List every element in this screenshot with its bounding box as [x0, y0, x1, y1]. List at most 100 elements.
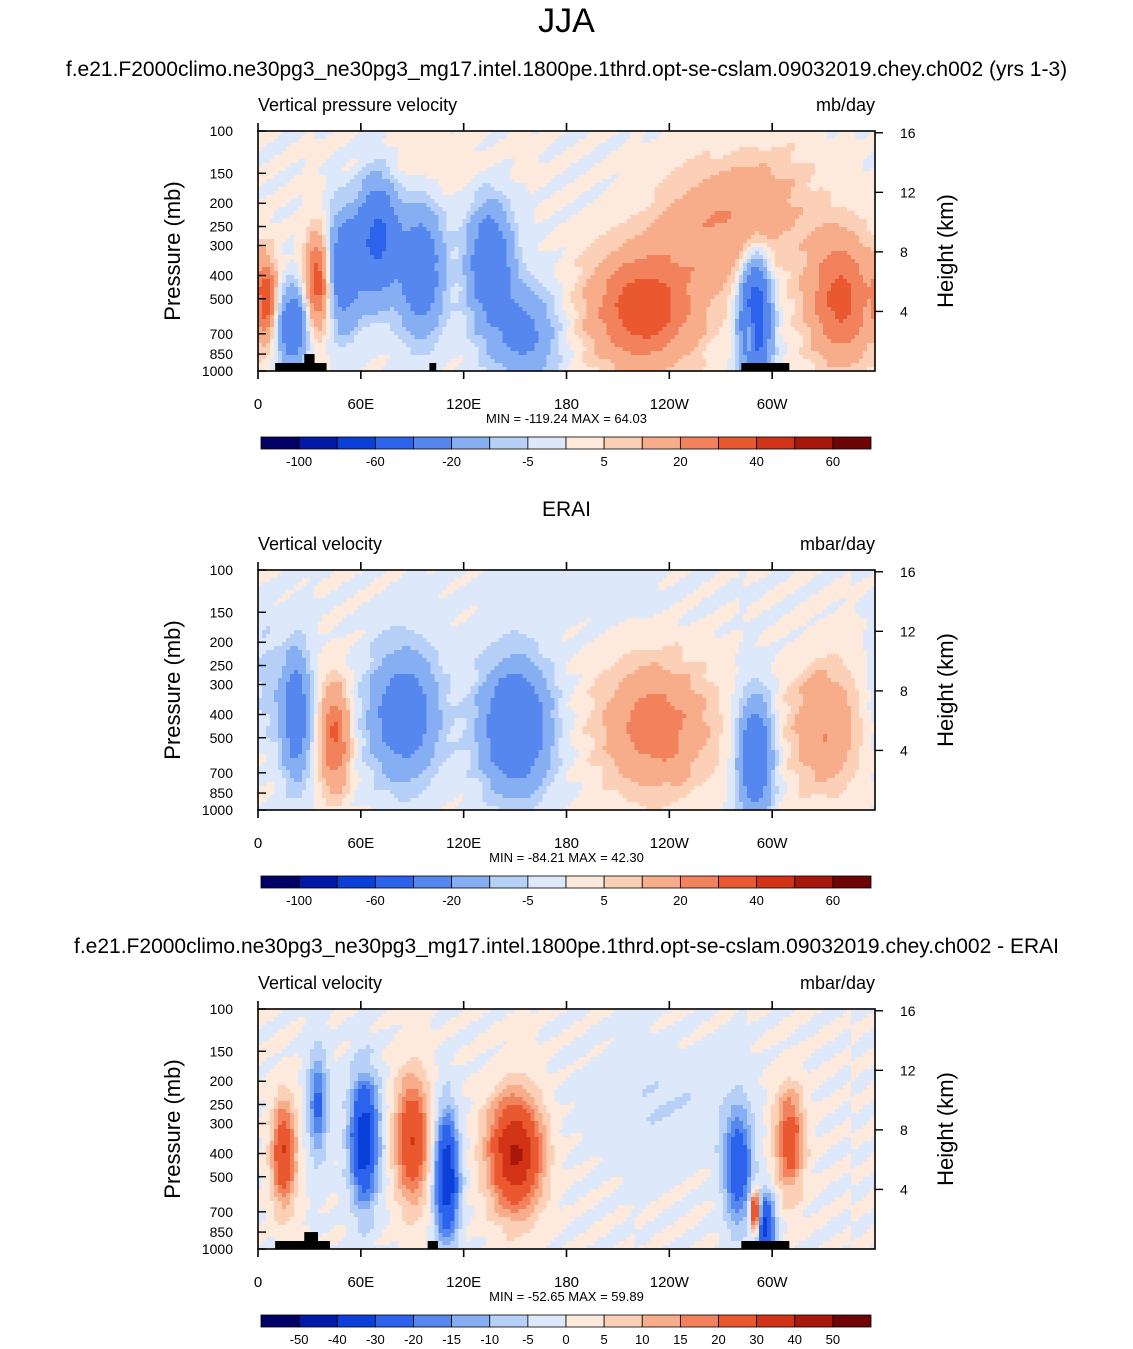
contour-cell — [542, 195, 548, 200]
contour-cell — [430, 179, 435, 184]
contour-cell — [298, 207, 303, 212]
contour-cell — [742, 223, 748, 228]
contour-cell — [710, 191, 716, 196]
contour-cell — [630, 131, 636, 136]
contour-cell — [326, 187, 331, 192]
contour-cell — [390, 147, 395, 152]
contour-cell — [562, 227, 568, 232]
contour-cell — [358, 227, 363, 232]
contour-cell — [390, 215, 395, 220]
contour-cell — [362, 219, 367, 224]
contour-cell — [826, 219, 832, 224]
contour-cell — [438, 183, 443, 188]
contour-cell — [522, 143, 528, 148]
contour-cell — [650, 219, 656, 224]
contour-cell — [726, 219, 732, 224]
contour-cell — [422, 259, 427, 264]
contour-cell — [546, 235, 552, 240]
contour-cell — [418, 191, 423, 196]
contour-cell — [782, 227, 788, 232]
contour-cell — [630, 211, 636, 216]
contour-cell — [862, 235, 868, 240]
contour-cell — [470, 179, 475, 184]
contour-cell — [570, 231, 576, 236]
contour-cell — [334, 191, 339, 196]
contour-cell — [290, 135, 295, 140]
contour-cell — [446, 143, 451, 148]
contour-cell — [606, 223, 612, 228]
contour-cell — [698, 207, 704, 212]
contour-cell — [618, 207, 624, 212]
contour-cell — [494, 199, 499, 204]
contour-cell — [758, 191, 764, 196]
contour-cell — [570, 187, 576, 192]
contour-cell — [554, 139, 560, 144]
contour-cell — [742, 131, 748, 136]
contour-cell — [806, 255, 812, 260]
contour-cell — [746, 203, 752, 208]
contour-cell — [734, 159, 740, 164]
contour-cell — [382, 139, 387, 144]
contour-cell — [706, 235, 712, 240]
contour-cell — [710, 139, 716, 144]
contour-cell — [446, 251, 451, 256]
contour-cell — [686, 219, 692, 224]
contour-cell — [294, 259, 299, 264]
contour-cell — [322, 219, 327, 224]
contour-cell — [390, 151, 395, 156]
contour-cell — [426, 207, 431, 212]
contour-cell — [354, 143, 359, 148]
contour-cell — [454, 251, 459, 256]
contour-cell — [774, 239, 780, 244]
contour-cell — [770, 183, 776, 188]
contour-cell — [390, 135, 395, 140]
contour-cell — [266, 159, 271, 164]
contour-cell — [542, 251, 548, 256]
contour-cell — [646, 167, 652, 172]
contour-cell — [598, 191, 604, 196]
contour-cell — [350, 259, 355, 264]
contour-cell — [326, 147, 331, 152]
contour-cell — [702, 207, 708, 212]
contour-cell — [690, 195, 696, 200]
contour-cell — [322, 139, 327, 144]
contour-cell — [778, 239, 784, 244]
contour-cell — [406, 195, 411, 200]
contour-cell — [410, 207, 415, 212]
contour-cell — [618, 219, 624, 224]
contour-cell — [574, 203, 580, 208]
contour-cell — [534, 183, 540, 188]
contour-cell — [426, 223, 431, 228]
contour-cell — [434, 259, 439, 264]
contour-cell — [298, 219, 303, 224]
contour-cell — [350, 139, 355, 144]
contour-cell — [710, 231, 716, 236]
contour-cell — [542, 207, 548, 212]
contour-cell — [866, 183, 872, 188]
contour-cell — [842, 223, 848, 228]
contour-cell — [854, 151, 860, 156]
contour-cell — [830, 231, 836, 236]
contour-cell — [302, 183, 307, 188]
contour-cell — [526, 235, 532, 240]
contour-cell — [658, 235, 664, 240]
contour-cell — [630, 231, 636, 236]
contour-cell — [498, 259, 503, 264]
contour-cell — [814, 219, 820, 224]
contour-cell — [286, 211, 291, 216]
contour-cell — [578, 219, 584, 224]
contour-cell — [462, 143, 467, 148]
contour-cell — [762, 131, 768, 136]
contour-cell — [414, 259, 419, 264]
contour-cell — [334, 147, 339, 152]
contour-cell — [570, 255, 576, 260]
contour-cell — [370, 239, 375, 244]
contour-cell — [478, 251, 483, 256]
contour-cell — [594, 163, 600, 168]
contour-cell — [286, 155, 291, 160]
contour-cell — [854, 239, 860, 244]
contour-cell — [350, 207, 355, 212]
contour-cell — [354, 191, 359, 196]
contour-cell — [842, 255, 848, 260]
contour-cell — [354, 163, 359, 168]
